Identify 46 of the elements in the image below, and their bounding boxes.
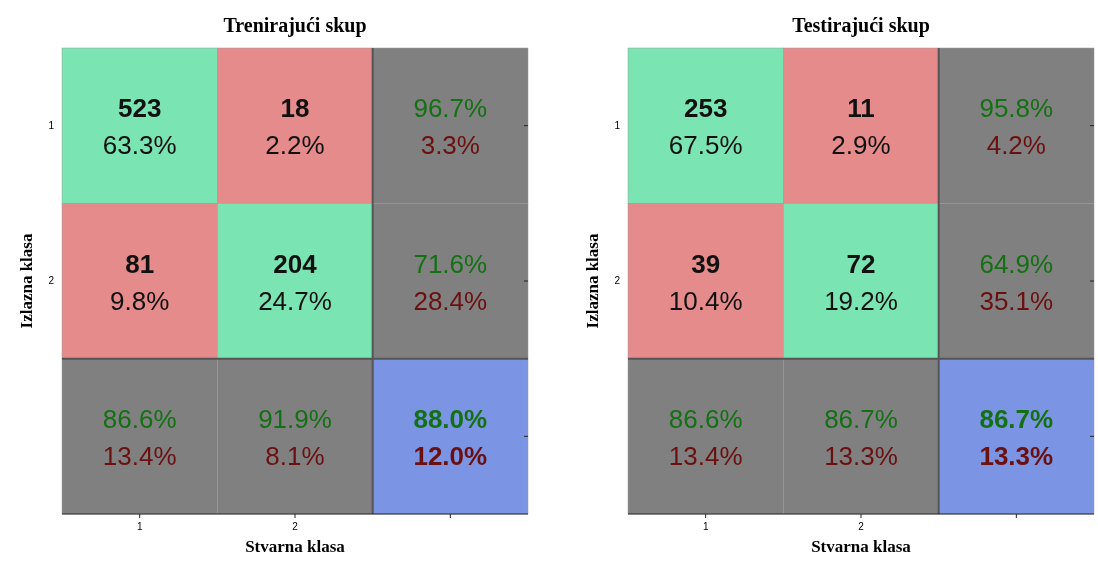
data-label: 86.7% <box>824 403 898 434</box>
annotation: 35.1% <box>979 285 1054 316</box>
data-label: 18 <box>280 93 310 124</box>
data-label: 91.9% <box>258 403 332 434</box>
x-axis-title: Stvarna klasa <box>811 537 912 556</box>
data-label: 64.9% <box>979 248 1054 279</box>
annotation: 12.0% <box>413 440 488 471</box>
data-label: 71.6% <box>413 248 488 279</box>
y-axis-title: Izlazna klasa <box>17 233 36 329</box>
annotation: 3.3% <box>420 130 480 161</box>
x-tick-label: 1 <box>702 521 709 532</box>
annotation: 13.3% <box>979 440 1054 471</box>
annotation: 13.4% <box>668 440 743 471</box>
chart-title: Testirajući skup <box>792 14 930 37</box>
data-label: 95.8% <box>979 93 1054 124</box>
data-label: 86.6% <box>102 403 177 434</box>
chart-title: Trenirajući skup <box>223 14 367 37</box>
annotation: 24.7% <box>258 285 332 316</box>
annotation: 63.3% <box>102 130 177 161</box>
data-label: 523 <box>117 93 162 124</box>
annotation: 10.4% <box>668 285 743 316</box>
data-label: 88.0% <box>413 403 488 434</box>
data-label: 72 <box>846 248 876 279</box>
data-label: 96.7% <box>413 93 488 124</box>
annotation: 2.9% <box>831 130 891 161</box>
x-tick-label: 2 <box>292 521 299 532</box>
annotation: 13.4% <box>102 440 177 471</box>
annotation: 67.5% <box>668 130 743 161</box>
annotation: 8.1% <box>265 440 325 471</box>
data-label: 86.7% <box>979 403 1054 434</box>
x-tick-label: 1 <box>136 521 143 532</box>
data-label: 39 <box>691 248 721 279</box>
annotation: 2.2% <box>265 130 325 161</box>
annotation: 4.2% <box>986 130 1046 161</box>
annotation: 13.3% <box>824 440 898 471</box>
y-axis-title: Izlazna klasa <box>583 233 602 329</box>
data-label: 81 <box>125 248 155 279</box>
annotation: 19.2% <box>824 285 898 316</box>
x-tick-label: 2 <box>858 521 865 532</box>
data-label: 11 <box>847 93 875 124</box>
x-axis-title: Stvarna klasa <box>245 537 346 556</box>
data-label: 204 <box>273 248 318 279</box>
data-label: 253 <box>683 93 728 124</box>
data-label: 86.6% <box>668 403 743 434</box>
annotation: 9.8% <box>110 285 170 316</box>
annotation: 28.4% <box>413 285 488 316</box>
